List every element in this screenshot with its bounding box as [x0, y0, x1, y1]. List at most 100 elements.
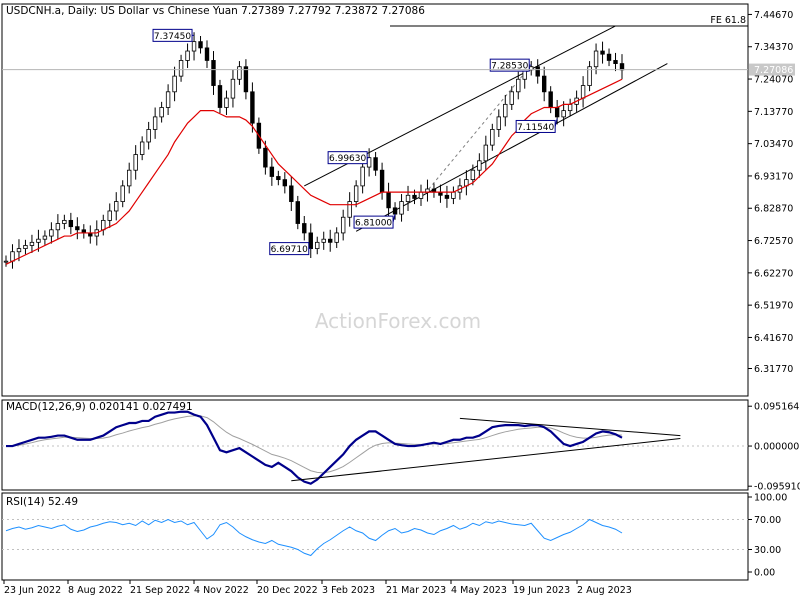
- candle-body: [340, 216, 346, 234]
- candle-body: [152, 116, 158, 130]
- x-tick-label: 23 Jun 2022: [4, 585, 61, 596]
- rsi-line: [5, 518, 623, 557]
- candle-body: [49, 229, 54, 237]
- candle-body: [451, 191, 456, 199]
- candle-body: [198, 41, 203, 49]
- candle-body: [477, 160, 482, 171]
- macd-y-tick-label: 0.095164: [754, 402, 799, 413]
- macd-upper: [459, 417, 681, 437]
- price-y-tick-label: 6.62270: [754, 268, 793, 279]
- candle-body: [29, 241, 35, 246]
- price-trendlines: [304, 25, 668, 232]
- candle-body: [580, 85, 586, 99]
- candle-body: [243, 66, 249, 93]
- macd-lower: [291, 438, 681, 482]
- watermark: ActionForex.com: [315, 309, 481, 333]
- candle-body: [204, 47, 210, 61]
- price-y-tick-label: 7.44670: [754, 10, 793, 21]
- x-tick-label: 8 Aug 2022: [68, 585, 123, 596]
- last-price-box: [749, 63, 795, 76]
- price-callout-box: [353, 215, 394, 229]
- price-y-tick-label: 6.31770: [754, 364, 793, 375]
- candle-body: [606, 53, 612, 61]
- macd-lines: [2, 410, 748, 485]
- rsi-y-tick-label: 0.00: [754, 568, 775, 579]
- candle-body: [10, 251, 15, 262]
- candle-body: [185, 50, 190, 61]
- candle-body: [3, 260, 9, 263]
- candle-body: [600, 50, 605, 55]
- price-y-axis: 7.44670 7.34370 7.24070 7.13770 7.03470 6.931…: [748, 10, 793, 375]
- macd-signal-line: [6, 415, 623, 474]
- candle-body: [101, 219, 106, 231]
- candle-body: [276, 176, 281, 181]
- candle-body: [535, 66, 540, 77]
- candle-body: [146, 129, 151, 143]
- candle-body: [490, 129, 495, 146]
- rsi-y-tick-label: 30.00: [754, 545, 781, 556]
- panel-frame: [1, 492, 749, 581]
- x-tick-label: 20 Dec 2022: [257, 585, 318, 596]
- price-y-tick-label: 7.34370: [754, 42, 793, 53]
- candle-body: [353, 185, 359, 202]
- candle-body: [360, 166, 365, 187]
- candle-body: [165, 91, 171, 108]
- rsi-y-axis: 100.00 70.00 30.00 0.00: [748, 493, 787, 579]
- fe-level-label: FE 61.8: [710, 15, 746, 26]
- candle-body: [548, 91, 553, 108]
- candle-body: [16, 248, 22, 253]
- candle-body: [321, 238, 326, 243]
- candle-body: [36, 238, 41, 243]
- x-tick-label: 21 Mar 2023: [386, 585, 446, 596]
- candle-body: [127, 169, 132, 187]
- candle-body: [224, 97, 229, 108]
- candle-body: [75, 226, 80, 231]
- candle-body: [55, 223, 61, 231]
- x-tick-label: 2 Aug 2023: [577, 585, 632, 596]
- candle-body: [328, 238, 333, 243]
- candle-body: [496, 116, 501, 130]
- last-price-marker: 7.27086: [2, 63, 795, 76]
- panel-frame: [1, 399, 749, 491]
- macd-y-tick-label: 0.000000: [754, 442, 799, 453]
- macd-panel-title: MACD(12,26,9) 0.020141 0.027491: [6, 401, 193, 413]
- moving-average: [5, 78, 623, 265]
- candle-body: [269, 166, 275, 177]
- candle-body: [68, 219, 74, 228]
- price-callout-label: 7.28530: [491, 62, 528, 72]
- macd-y-tick-label: -0.095910: [754, 482, 800, 493]
- candle-body: [587, 66, 592, 86]
- candle-body: [483, 144, 489, 162]
- candle-body: [139, 141, 145, 155]
- candle-body: [120, 185, 125, 202]
- candle-body: [172, 75, 177, 93]
- price-y-tick-label: 7.03470: [754, 139, 793, 150]
- candle-body: [366, 157, 372, 168]
- candle-body: [516, 78, 521, 93]
- candle-body: [405, 194, 411, 202]
- price-callout-box: [327, 151, 368, 165]
- candle-body: [295, 201, 300, 224]
- price-y-tick-label: 7.13770: [754, 107, 793, 118]
- price-callout-label: 6.81000: [355, 219, 392, 229]
- candle-body: [191, 41, 197, 52]
- price-panel-title: USDCNH.a, Daily: US Dollar vs Chinese Yu…: [6, 5, 425, 17]
- candle-body: [561, 110, 566, 118]
- price-y-tick-label: 6.51970: [754, 301, 793, 312]
- price-y-tick-label: 6.72570: [754, 236, 793, 247]
- price-callout-label: 7.37450: [154, 32, 191, 42]
- candle-body: [373, 157, 378, 171]
- candle-body: [412, 194, 417, 199]
- price-y-tick-label: 6.82870: [754, 204, 793, 215]
- x-axis: 23 Jun 2022 8 Aug 2022 21 Sep 2022 4 Nov 20…: [3, 580, 632, 596]
- x-tick-label: 3 Feb 2023: [322, 585, 375, 596]
- rsi-panel-title: RSI(14) 52.49: [6, 496, 78, 508]
- candle-body: [613, 60, 618, 64]
- x-tick-label: 4 Nov 2022: [194, 585, 249, 596]
- candle-body: [392, 207, 398, 215]
- candle-body: [250, 91, 255, 124]
- candle-body: [593, 50, 599, 68]
- candle-body: [503, 103, 508, 118]
- candle-body: [263, 147, 268, 168]
